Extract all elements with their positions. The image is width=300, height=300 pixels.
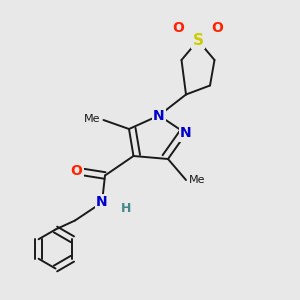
Text: O: O bbox=[70, 164, 83, 178]
Text: O: O bbox=[172, 22, 184, 35]
Text: S: S bbox=[193, 33, 203, 48]
Text: Me: Me bbox=[189, 175, 206, 185]
Text: O: O bbox=[212, 22, 224, 35]
Text: N: N bbox=[180, 127, 192, 140]
Text: N: N bbox=[96, 196, 108, 209]
Text: Me: Me bbox=[84, 113, 101, 124]
Text: H: H bbox=[121, 202, 131, 215]
Text: N: N bbox=[153, 109, 165, 122]
